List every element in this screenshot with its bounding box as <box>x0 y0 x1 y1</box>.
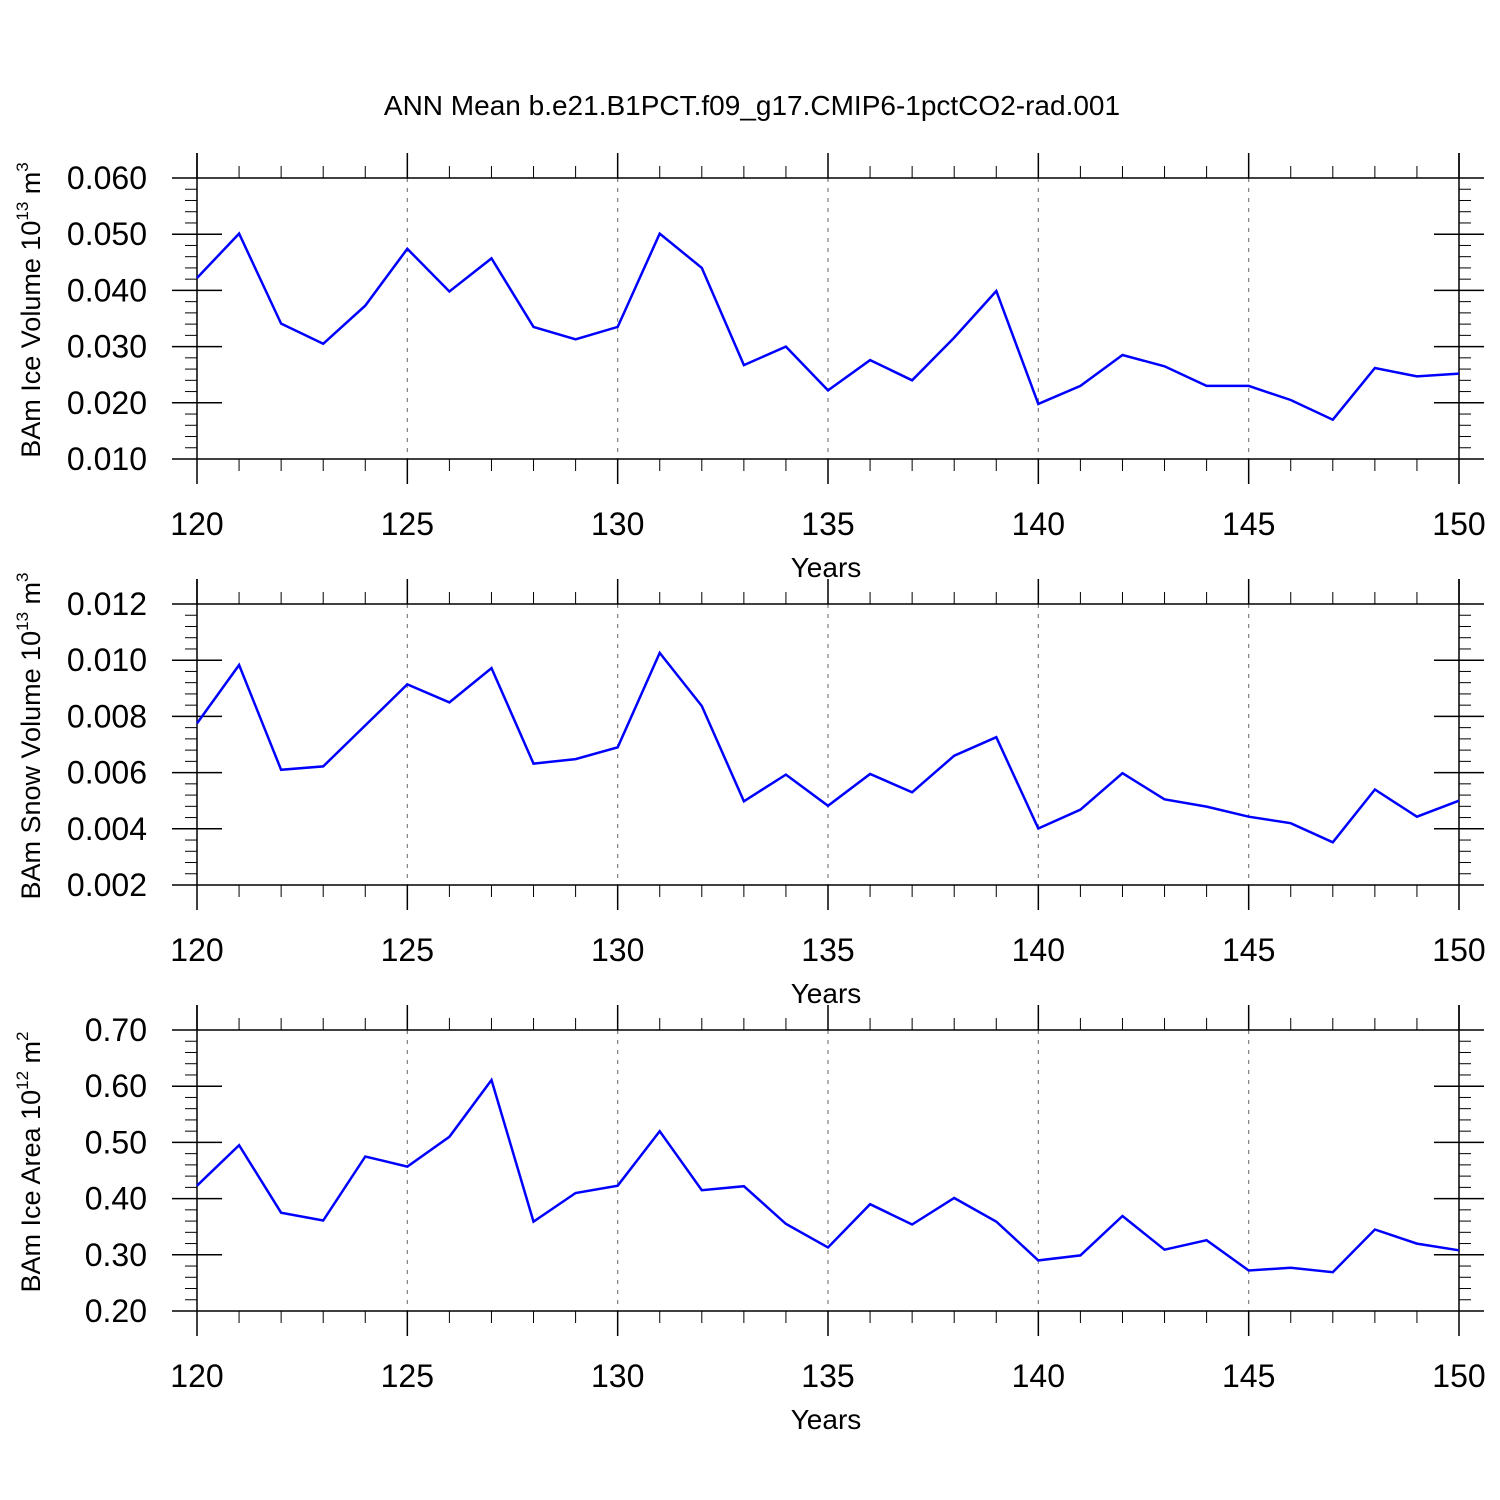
y-tick-label: 0.002 <box>67 867 147 903</box>
x-tick-label: 120 <box>170 932 223 968</box>
y-tick-label: 0.030 <box>67 329 147 365</box>
y-axis-label: BAm Snow Volume 1013 m3 <box>13 572 46 899</box>
y-axis-label: BAm Ice Area 1012 m2 <box>13 1032 46 1293</box>
x-tick-label: 130 <box>591 1358 644 1394</box>
x-tick-label: 125 <box>381 506 434 542</box>
x-axis-label: Years <box>791 978 862 1009</box>
y-tick-label: 0.040 <box>67 272 147 308</box>
y-tick-label: 0.50 <box>85 1124 147 1160</box>
x-tick-label: 145 <box>1222 1358 1275 1394</box>
panels: 0.010 0.020 0.030 0.040 0.050 0.060 120 125 130 1… <box>13 153 1486 1435</box>
y-tick-label: 0.060 <box>67 160 147 196</box>
x-tick-label: 150 <box>1432 506 1485 542</box>
y-tick-label: 0.010 <box>67 642 147 678</box>
x-tick-label: 130 <box>591 932 644 968</box>
y-tick-label: 0.004 <box>67 811 147 847</box>
y-tick-label: 0.40 <box>85 1181 147 1217</box>
x-tick-label: 140 <box>1012 932 1065 968</box>
x-tick-label: 120 <box>170 1358 223 1394</box>
x-tick-label: 140 <box>1012 506 1065 542</box>
series-line <box>196 231 1460 422</box>
y-axis-label: BAm Ice Volume 1013 m3 <box>13 162 46 458</box>
y-tick-label: 0.006 <box>67 755 147 791</box>
x-tick-label: 145 <box>1222 932 1275 968</box>
x-tick-label: 135 <box>801 1358 854 1394</box>
x-tick-label: 120 <box>170 506 223 542</box>
x-tick-label: 135 <box>801 932 854 968</box>
y-tick-label: 0.30 <box>85 1237 147 1273</box>
y-tick-label: 0.70 <box>85 1012 147 1048</box>
y-tick-label: 0.012 <box>67 586 147 622</box>
x-tick-label: 150 <box>1432 932 1485 968</box>
x-tick-label: 125 <box>381 932 434 968</box>
y-tick-label: 0.20 <box>85 1293 147 1329</box>
y-tick-label: 0.050 <box>67 216 147 252</box>
panel-3: 0.20 0.30 0.40 0.50 0.60 0.70 120 125 130 135 140 1… <box>13 1005 1486 1435</box>
x-tick-label: 130 <box>591 506 644 542</box>
y-tick-label: 0.60 <box>85 1068 147 1104</box>
series-line <box>196 1077 1460 1274</box>
panel-1: 0.010 0.020 0.030 0.040 0.050 0.060 120 125 130 1… <box>13 153 1486 583</box>
series-line <box>195 650 1460 844</box>
x-tick-label: 125 <box>381 1358 434 1394</box>
x-tick-label: 145 <box>1222 506 1275 542</box>
y-tick-label: 0.010 <box>67 441 147 477</box>
x-axis-label: Years <box>791 552 862 583</box>
x-tick-label: 150 <box>1432 1358 1485 1394</box>
y-tick-label: 0.008 <box>67 698 147 734</box>
panel-2: 0.002 0.004 0.006 0.008 0.010 0.012 120 125 130 1… <box>13 572 1486 1009</box>
figure-title: ANN Mean b.e21.B1PCT.f09_g17.CMIP6-1pctC… <box>384 90 1120 121</box>
y-tick-label: 0.020 <box>67 385 147 421</box>
x-tick-label: 135 <box>801 506 854 542</box>
x-tick-label: 140 <box>1012 1358 1065 1394</box>
x-axis-label: Years <box>791 1404 862 1435</box>
